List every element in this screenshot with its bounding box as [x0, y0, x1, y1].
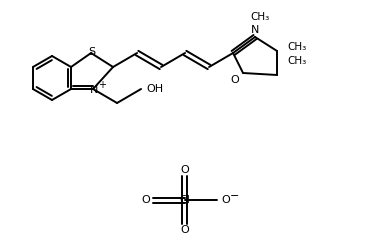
Text: CH₃: CH₃: [288, 42, 307, 52]
Text: N: N: [251, 25, 259, 35]
Text: CH₃: CH₃: [251, 12, 270, 22]
Text: Cl: Cl: [179, 195, 190, 205]
Text: O: O: [221, 195, 230, 205]
Text: OH: OH: [147, 84, 164, 94]
Text: O: O: [181, 165, 190, 175]
Text: +: +: [98, 80, 106, 90]
Text: O: O: [142, 195, 151, 205]
Text: N: N: [90, 85, 98, 95]
Text: O: O: [231, 75, 239, 85]
Text: −: −: [230, 191, 239, 201]
Text: CH₃: CH₃: [288, 56, 307, 66]
Text: S: S: [88, 47, 96, 57]
Text: O: O: [181, 225, 190, 235]
